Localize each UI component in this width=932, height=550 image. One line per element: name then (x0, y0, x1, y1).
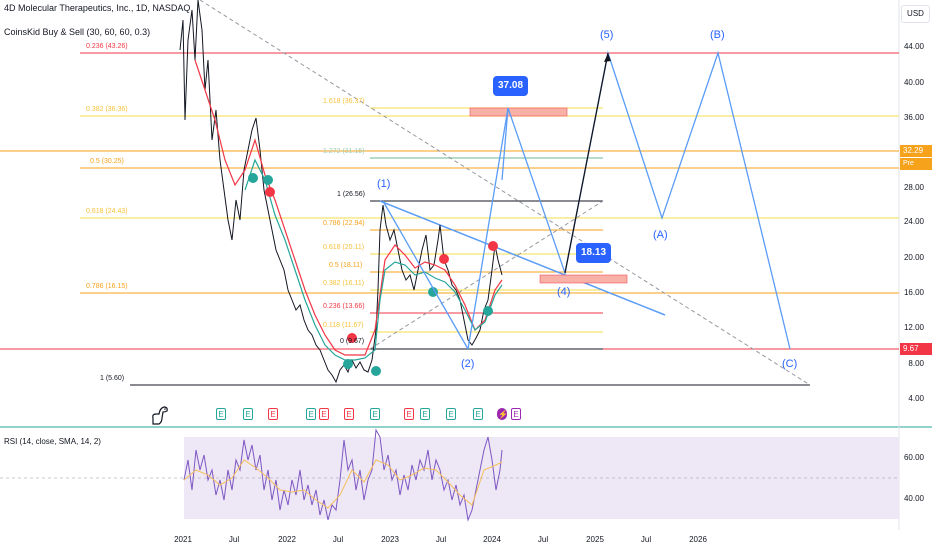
earnings-marker[interactable]: E (473, 408, 483, 420)
price-tick: 12.00 (903, 323, 924, 332)
dividend-bolt-icon[interactable]: ⚡ (497, 408, 508, 420)
price-tick: 4.00 (908, 394, 924, 403)
ma-red (194, 59, 503, 356)
earnings-marker[interactable]: E (319, 408, 329, 420)
time-tick: Jul (537, 535, 549, 544)
red-level-tag: 9.67 (900, 343, 932, 355)
price-axis[interactable]: 44.00 40.00 36.00 28.00 24.00 20.00 16.0… (900, 0, 932, 530)
buy-signal (343, 359, 353, 369)
time-tick: 2025 (586, 535, 604, 544)
time-tick: Jul (228, 535, 240, 544)
time-tick: 2023 (381, 535, 399, 544)
time-tick: Jul (332, 535, 344, 544)
wave-label-a[interactable]: (A) (653, 229, 668, 241)
dino-icon (152, 406, 168, 425)
fib-label: 0.118 (11.67) (323, 322, 364, 329)
time-tick: 2022 (278, 535, 296, 544)
earnings-marker[interactable]: E (306, 408, 316, 420)
earnings-marker[interactable]: E (243, 408, 253, 420)
blue-trendline (379, 200, 666, 316)
price-callout-bottom[interactable]: 18.13 (576, 243, 611, 263)
dashed-trendline (199, 0, 811, 386)
pre-market-tag: Pre 31.61 (900, 158, 932, 179)
rsi-sma (183, 459, 503, 509)
sell-signal (488, 241, 498, 251)
fib-label: 1 (26.56) (337, 191, 366, 198)
symbol-title[interactable]: 4D Molecular Therapeutics, Inc., 1D, NAS… (4, 3, 191, 13)
fib-label: 0.382 (16.11) (323, 280, 365, 287)
earnings-marker[interactable]: E (404, 408, 414, 420)
indicator-title[interactable]: CoinsKid Buy & Sell (30, 60, 60, 0.3) (4, 27, 151, 37)
fib-label: 0.236 (43.26) (86, 43, 128, 50)
buy-signal (371, 366, 381, 376)
fib-label: 0.618 (24.43) (86, 208, 128, 215)
price-tick: 24.00 (903, 217, 924, 226)
fib-label: 0 (9.67) (340, 338, 365, 345)
time-tick: 2021 (174, 535, 192, 544)
earnings-marker[interactable]: E (268, 408, 278, 420)
fib-label: 1.618 (36.37) (323, 98, 365, 105)
fib-label: 0.786 (16.15) (86, 283, 128, 290)
fib-label: 0.236 (13.66) (323, 303, 365, 310)
buy-signal (428, 287, 438, 297)
time-tick: Jul (640, 535, 652, 544)
sell-signal (439, 254, 449, 264)
earnings-marker[interactable]: E (344, 408, 354, 420)
price-tick: 8.00 (908, 359, 924, 368)
wave-label-b[interactable]: (B) (710, 29, 725, 41)
wave-label-c[interactable]: (C) (782, 358, 798, 370)
earnings-marker[interactable]: E (370, 408, 380, 420)
pre-price: 31.61 (903, 172, 921, 179)
price-series (179, 0, 503, 384)
price-tick: 20.00 (903, 253, 924, 262)
fib-label: 0.5 (18.11) (329, 262, 363, 269)
fib-label: 0.5 (30.25) (90, 158, 124, 165)
pre-label: Pre (903, 160, 914, 167)
rsi-tick: 60.00 (903, 453, 924, 462)
ma-green (244, 158, 503, 361)
wave-label-5[interactable]: (5) (600, 29, 614, 41)
rsi-tick: 40.00 (903, 494, 924, 503)
rsi-title[interactable]: RSI (14, close, SMA, 14, 2) (4, 437, 101, 446)
price-tick: 28.00 (903, 183, 924, 192)
earnings-marker[interactable]: E (446, 408, 456, 420)
fib-label: 0.786 (22.94) (323, 220, 365, 227)
wave-label-1[interactable]: (1) (377, 178, 391, 190)
wave-label-2[interactable]: (2) (461, 358, 475, 370)
wave-label-4[interactable]: (4) (557, 286, 571, 298)
time-tick: Jul (435, 535, 447, 544)
sell-signal (265, 187, 275, 197)
buy-signal (263, 175, 273, 185)
buy-signal (483, 306, 493, 316)
last-price-tag: 32.29 (900, 145, 932, 157)
target-zone-top (469, 107, 568, 117)
fib-label: 0.618 (20.11) (323, 244, 365, 251)
buy-signal (248, 173, 258, 183)
price-tick: 16.00 (903, 288, 924, 297)
price-tick: 40.00 (903, 78, 924, 87)
rsi-line (183, 428, 503, 522)
fib-label: 1 (5.60) (100, 375, 125, 382)
earnings-marker[interactable]: E (420, 408, 430, 420)
earnings-marker[interactable]: E (216, 408, 226, 420)
price-callout-top[interactable]: 37.08 (493, 76, 528, 96)
time-tick: 2026 (689, 535, 707, 544)
price-tick: 44.00 (903, 42, 924, 51)
currency-button[interactable]: USD (901, 5, 930, 23)
fib-label: 1.272 (31.15) (323, 148, 365, 155)
target-zone-bottom (539, 274, 628, 284)
fib-label: 0.382 (36.36) (86, 106, 128, 113)
time-tick: 2024 (483, 535, 501, 544)
price-tick: 36.00 (903, 113, 924, 122)
earnings-marker[interactable]: E (511, 408, 521, 420)
sell-signal (347, 333, 357, 343)
